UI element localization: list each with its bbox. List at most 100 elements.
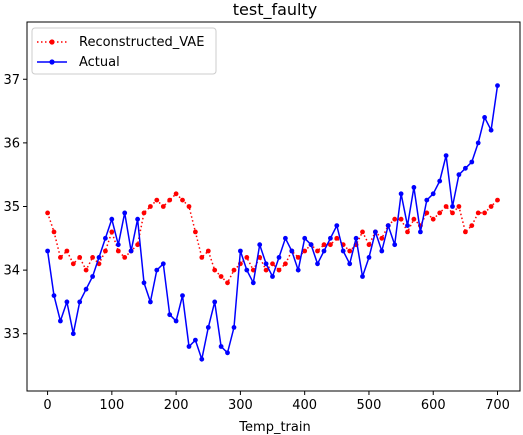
data-point-actual: [302, 235, 308, 241]
data-point-vae: [270, 261, 275, 267]
data-point-vae: [51, 229, 57, 235]
data-point-vae: [122, 255, 128, 260]
data-point-actual: [463, 165, 468, 171]
data-point-actual: [115, 242, 121, 248]
data-point-vae: [77, 255, 83, 260]
data-point-actual: [109, 216, 115, 222]
data-point-actual: [193, 337, 198, 343]
data-point-vae: [90, 255, 95, 260]
data-point-actual: [373, 229, 378, 235]
x-axis-label: Temp_train: [238, 420, 310, 435]
data-point-vae: [443, 204, 449, 209]
data-point-actual: [51, 293, 57, 298]
data-point-actual: [334, 223, 340, 229]
data-point-actual: [340, 248, 346, 254]
data-point-vae: [430, 216, 436, 222]
data-point-actual: [154, 267, 160, 273]
legend-actual-marker: [49, 59, 55, 65]
data-point-vae: [45, 210, 50, 216]
data-point-actual: [328, 235, 333, 241]
legend-actual-label: Actual: [79, 55, 120, 70]
data-point-vae: [334, 235, 340, 241]
data-point-vae: [218, 274, 224, 279]
data-point-actual: [160, 261, 166, 267]
data-point-actual: [385, 223, 391, 229]
x-tick-label: 700: [485, 398, 510, 413]
data-point-actual: [353, 235, 359, 241]
data-point-actual: [469, 159, 475, 165]
x-tick-label: 400: [292, 398, 317, 413]
data-point-actual: [64, 299, 70, 305]
data-point-actual: [58, 318, 63, 324]
data-point-vae: [475, 210, 481, 216]
data-point-actual: [90, 274, 95, 279]
data-point-actual: [270, 274, 275, 279]
data-point-vae: [193, 229, 198, 235]
chart-title: test_faulty: [233, 0, 318, 20]
data-point-actual: [437, 178, 443, 184]
data-point-actual: [411, 185, 417, 190]
data-point-actual: [231, 325, 237, 330]
data-point-vae: [495, 197, 500, 203]
data-point-actual: [392, 242, 398, 248]
data-point-vae: [160, 204, 166, 209]
data-point-vae: [70, 261, 76, 267]
data-point-vae: [141, 210, 147, 216]
data-point-vae: [109, 229, 115, 235]
series-layer: [45, 83, 500, 363]
data-point-vae: [244, 255, 250, 260]
data-point-vae: [205, 248, 211, 254]
legend: Reconstructed_VAE Actual: [31, 27, 217, 75]
x-tick-label: 600: [421, 398, 446, 413]
data-point-actual: [141, 280, 147, 286]
plot-frame: [26, 21, 521, 392]
data-point-actual: [283, 235, 288, 241]
data-point-actual: [482, 115, 487, 120]
data-point-actual: [398, 191, 404, 197]
data-point-actual: [250, 280, 256, 286]
data-point-vae: [186, 204, 192, 209]
data-point-actual: [456, 172, 462, 178]
data-point-actual: [45, 248, 50, 254]
data-point-vae: [64, 248, 70, 254]
x-tick-label: 100: [99, 398, 124, 413]
data-point-actual: [418, 229, 423, 235]
data-point-vae: [103, 248, 108, 254]
data-point-actual: [83, 286, 89, 292]
data-point-vae: [148, 204, 153, 209]
data-point-vae: [167, 197, 173, 203]
data-point-actual: [186, 344, 192, 349]
data-point-vae: [392, 216, 398, 222]
data-point-actual: [308, 242, 314, 248]
data-point-vae: [180, 197, 185, 203]
data-point-vae: [321, 242, 327, 248]
data-point-vae: [315, 248, 320, 254]
data-point-actual: [430, 191, 436, 197]
data-point-actual: [295, 267, 301, 273]
data-point-actual: [244, 267, 250, 273]
data-point-vae: [379, 235, 385, 241]
data-point-vae: [115, 248, 121, 254]
data-point-vae: [154, 197, 160, 203]
data-point-vae: [58, 255, 63, 260]
data-point-vae: [295, 255, 301, 260]
data-point-vae: [231, 267, 237, 273]
data-point-actual: [315, 261, 320, 267]
data-point-actual: [180, 293, 185, 298]
data-point-actual: [495, 83, 500, 88]
data-point-actual: [379, 248, 385, 254]
data-point-vae: [173, 191, 179, 197]
data-point-actual: [321, 248, 327, 254]
data-point-vae: [83, 267, 89, 273]
data-point-vae: [212, 267, 218, 273]
data-point-vae: [456, 204, 462, 209]
data-point-actual: [263, 261, 269, 267]
x-tick-label: 500: [357, 398, 382, 413]
data-point-actual: [135, 216, 141, 222]
y-tick-label: 37: [3, 73, 20, 88]
axes-layer: 0 100 200 300 400 500 600 700 33 34 35 36 37: [3, 73, 509, 413]
x-tick-label: 200: [164, 398, 189, 413]
data-point-vae: [360, 229, 365, 235]
data-point-vae: [398, 216, 404, 222]
data-point-actual: [257, 242, 263, 248]
